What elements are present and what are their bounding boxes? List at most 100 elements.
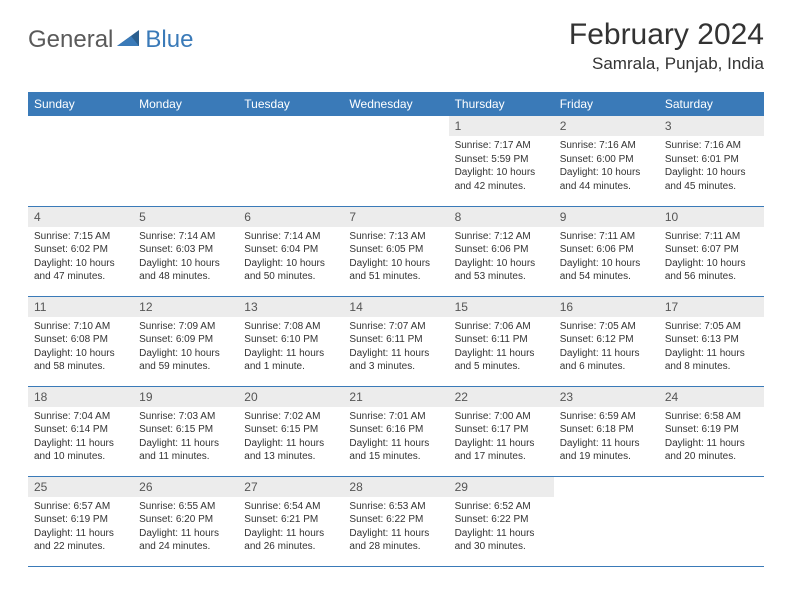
calendar-empty-cell — [133, 116, 238, 206]
day-content: Sunrise: 6:53 AMSunset: 6:22 PMDaylight:… — [343, 497, 448, 559]
calendar-day-cell: 15Sunrise: 7:06 AMSunset: 6:11 PMDayligh… — [449, 296, 554, 386]
calendar-day-cell: 24Sunrise: 6:58 AMSunset: 6:19 PMDayligh… — [659, 386, 764, 476]
day-number: 1 — [449, 116, 554, 136]
day-number: 12 — [133, 297, 238, 317]
month-year: February 2024 — [569, 18, 764, 52]
day-number: 22 — [449, 387, 554, 407]
day-number: 28 — [343, 477, 448, 497]
day-number: 11 — [28, 297, 133, 317]
day-content: Sunrise: 6:54 AMSunset: 6:21 PMDaylight:… — [238, 497, 343, 559]
day-content: Sunrise: 7:14 AMSunset: 6:04 PMDaylight:… — [238, 227, 343, 289]
calendar-day-cell: 19Sunrise: 7:03 AMSunset: 6:15 PMDayligh… — [133, 386, 238, 476]
day-number: 27 — [238, 477, 343, 497]
day-number: 15 — [449, 297, 554, 317]
logo-text-general: General — [28, 26, 113, 54]
logo-text-blue: Blue — [145, 26, 193, 54]
day-content: Sunrise: 7:11 AMSunset: 6:06 PMDaylight:… — [554, 227, 659, 289]
day-content: Sunrise: 6:58 AMSunset: 6:19 PMDaylight:… — [659, 407, 764, 469]
title-block: February 2024 Samrala, Punjab, India — [569, 18, 764, 74]
header: General Blue February 2024 Samrala, Punj… — [28, 18, 764, 74]
calendar-day-cell: 3Sunrise: 7:16 AMSunset: 6:01 PMDaylight… — [659, 116, 764, 206]
calendar-day-cell: 8Sunrise: 7:12 AMSunset: 6:06 PMDaylight… — [449, 206, 554, 296]
calendar-day-cell: 27Sunrise: 6:54 AMSunset: 6:21 PMDayligh… — [238, 476, 343, 566]
day-content: Sunrise: 7:17 AMSunset: 5:59 PMDaylight:… — [449, 136, 554, 198]
day-number: 17 — [659, 297, 764, 317]
day-content: Sunrise: 7:06 AMSunset: 6:11 PMDaylight:… — [449, 317, 554, 379]
calendar-day-cell: 1Sunrise: 7:17 AMSunset: 5:59 PMDaylight… — [449, 116, 554, 206]
day-number: 29 — [449, 477, 554, 497]
day-content: Sunrise: 6:57 AMSunset: 6:19 PMDaylight:… — [28, 497, 133, 559]
calendar-day-cell: 25Sunrise: 6:57 AMSunset: 6:19 PMDayligh… — [28, 476, 133, 566]
calendar-day-cell: 21Sunrise: 7:01 AMSunset: 6:16 PMDayligh… — [343, 386, 448, 476]
calendar-day-cell: 9Sunrise: 7:11 AMSunset: 6:06 PMDaylight… — [554, 206, 659, 296]
calendar-empty-cell — [343, 116, 448, 206]
day-number: 19 — [133, 387, 238, 407]
day-number: 14 — [343, 297, 448, 317]
day-content: Sunrise: 6:55 AMSunset: 6:20 PMDaylight:… — [133, 497, 238, 559]
calendar-day-cell: 4Sunrise: 7:15 AMSunset: 6:02 PMDaylight… — [28, 206, 133, 296]
day-content: Sunrise: 7:10 AMSunset: 6:08 PMDaylight:… — [28, 317, 133, 379]
calendar-day-cell: 23Sunrise: 6:59 AMSunset: 6:18 PMDayligh… — [554, 386, 659, 476]
weekday-header: Wednesday — [343, 92, 448, 116]
day-content: Sunrise: 7:08 AMSunset: 6:10 PMDaylight:… — [238, 317, 343, 379]
day-number: 24 — [659, 387, 764, 407]
location: Samrala, Punjab, India — [569, 54, 764, 74]
day-number: 16 — [554, 297, 659, 317]
day-content: Sunrise: 7:03 AMSunset: 6:15 PMDaylight:… — [133, 407, 238, 469]
calendar-day-cell: 5Sunrise: 7:14 AMSunset: 6:03 PMDaylight… — [133, 206, 238, 296]
weekday-header: Thursday — [449, 92, 554, 116]
day-number: 18 — [28, 387, 133, 407]
calendar-day-cell: 11Sunrise: 7:10 AMSunset: 6:08 PMDayligh… — [28, 296, 133, 386]
calendar-table: SundayMondayTuesdayWednesdayThursdayFrid… — [28, 92, 764, 567]
day-content: Sunrise: 7:15 AMSunset: 6:02 PMDaylight:… — [28, 227, 133, 289]
day-number: 3 — [659, 116, 764, 136]
calendar-day-cell: 18Sunrise: 7:04 AMSunset: 6:14 PMDayligh… — [28, 386, 133, 476]
day-number: 6 — [238, 207, 343, 227]
calendar-day-cell: 12Sunrise: 7:09 AMSunset: 6:09 PMDayligh… — [133, 296, 238, 386]
calendar-day-cell: 29Sunrise: 6:52 AMSunset: 6:22 PMDayligh… — [449, 476, 554, 566]
calendar-day-cell: 17Sunrise: 7:05 AMSunset: 6:13 PMDayligh… — [659, 296, 764, 386]
calendar-week-row: 4Sunrise: 7:15 AMSunset: 6:02 PMDaylight… — [28, 206, 764, 296]
logo-triangle-icon — [117, 28, 143, 53]
day-content: Sunrise: 7:12 AMSunset: 6:06 PMDaylight:… — [449, 227, 554, 289]
calendar-day-cell: 28Sunrise: 6:53 AMSunset: 6:22 PMDayligh… — [343, 476, 448, 566]
calendar-day-cell: 26Sunrise: 6:55 AMSunset: 6:20 PMDayligh… — [133, 476, 238, 566]
calendar-day-cell: 16Sunrise: 7:05 AMSunset: 6:12 PMDayligh… — [554, 296, 659, 386]
calendar-day-cell: 7Sunrise: 7:13 AMSunset: 6:05 PMDaylight… — [343, 206, 448, 296]
day-content: Sunrise: 7:07 AMSunset: 6:11 PMDaylight:… — [343, 317, 448, 379]
day-number: 26 — [133, 477, 238, 497]
weekday-header: Friday — [554, 92, 659, 116]
calendar-empty-cell — [554, 476, 659, 566]
calendar-empty-cell — [238, 116, 343, 206]
weekday-header-row: SundayMondayTuesdayWednesdayThursdayFrid… — [28, 92, 764, 116]
logo: General Blue — [28, 26, 193, 54]
day-number: 9 — [554, 207, 659, 227]
calendar-empty-cell — [659, 476, 764, 566]
day-number: 4 — [28, 207, 133, 227]
calendar-week-row: 11Sunrise: 7:10 AMSunset: 6:08 PMDayligh… — [28, 296, 764, 386]
day-number: 8 — [449, 207, 554, 227]
day-number: 25 — [28, 477, 133, 497]
calendar-day-cell: 22Sunrise: 7:00 AMSunset: 6:17 PMDayligh… — [449, 386, 554, 476]
day-content: Sunrise: 7:04 AMSunset: 6:14 PMDaylight:… — [28, 407, 133, 469]
day-content: Sunrise: 7:05 AMSunset: 6:12 PMDaylight:… — [554, 317, 659, 379]
weekday-header: Sunday — [28, 92, 133, 116]
day-content: Sunrise: 7:11 AMSunset: 6:07 PMDaylight:… — [659, 227, 764, 289]
weekday-header: Tuesday — [238, 92, 343, 116]
day-content: Sunrise: 7:13 AMSunset: 6:05 PMDaylight:… — [343, 227, 448, 289]
day-content: Sunrise: 7:14 AMSunset: 6:03 PMDaylight:… — [133, 227, 238, 289]
calendar-day-cell: 13Sunrise: 7:08 AMSunset: 6:10 PMDayligh… — [238, 296, 343, 386]
calendar-week-row: 18Sunrise: 7:04 AMSunset: 6:14 PMDayligh… — [28, 386, 764, 476]
weekday-header: Saturday — [659, 92, 764, 116]
day-content: Sunrise: 6:52 AMSunset: 6:22 PMDaylight:… — [449, 497, 554, 559]
day-content: Sunrise: 7:05 AMSunset: 6:13 PMDaylight:… — [659, 317, 764, 379]
day-content: Sunrise: 7:16 AMSunset: 6:01 PMDaylight:… — [659, 136, 764, 198]
day-content: Sunrise: 7:02 AMSunset: 6:15 PMDaylight:… — [238, 407, 343, 469]
calendar-day-cell: 6Sunrise: 7:14 AMSunset: 6:04 PMDaylight… — [238, 206, 343, 296]
calendar-week-row: 25Sunrise: 6:57 AMSunset: 6:19 PMDayligh… — [28, 476, 764, 566]
weekday-header: Monday — [133, 92, 238, 116]
calendar-week-row: 1Sunrise: 7:17 AMSunset: 5:59 PMDaylight… — [28, 116, 764, 206]
day-number: 23 — [554, 387, 659, 407]
day-number: 7 — [343, 207, 448, 227]
day-content: Sunrise: 7:00 AMSunset: 6:17 PMDaylight:… — [449, 407, 554, 469]
